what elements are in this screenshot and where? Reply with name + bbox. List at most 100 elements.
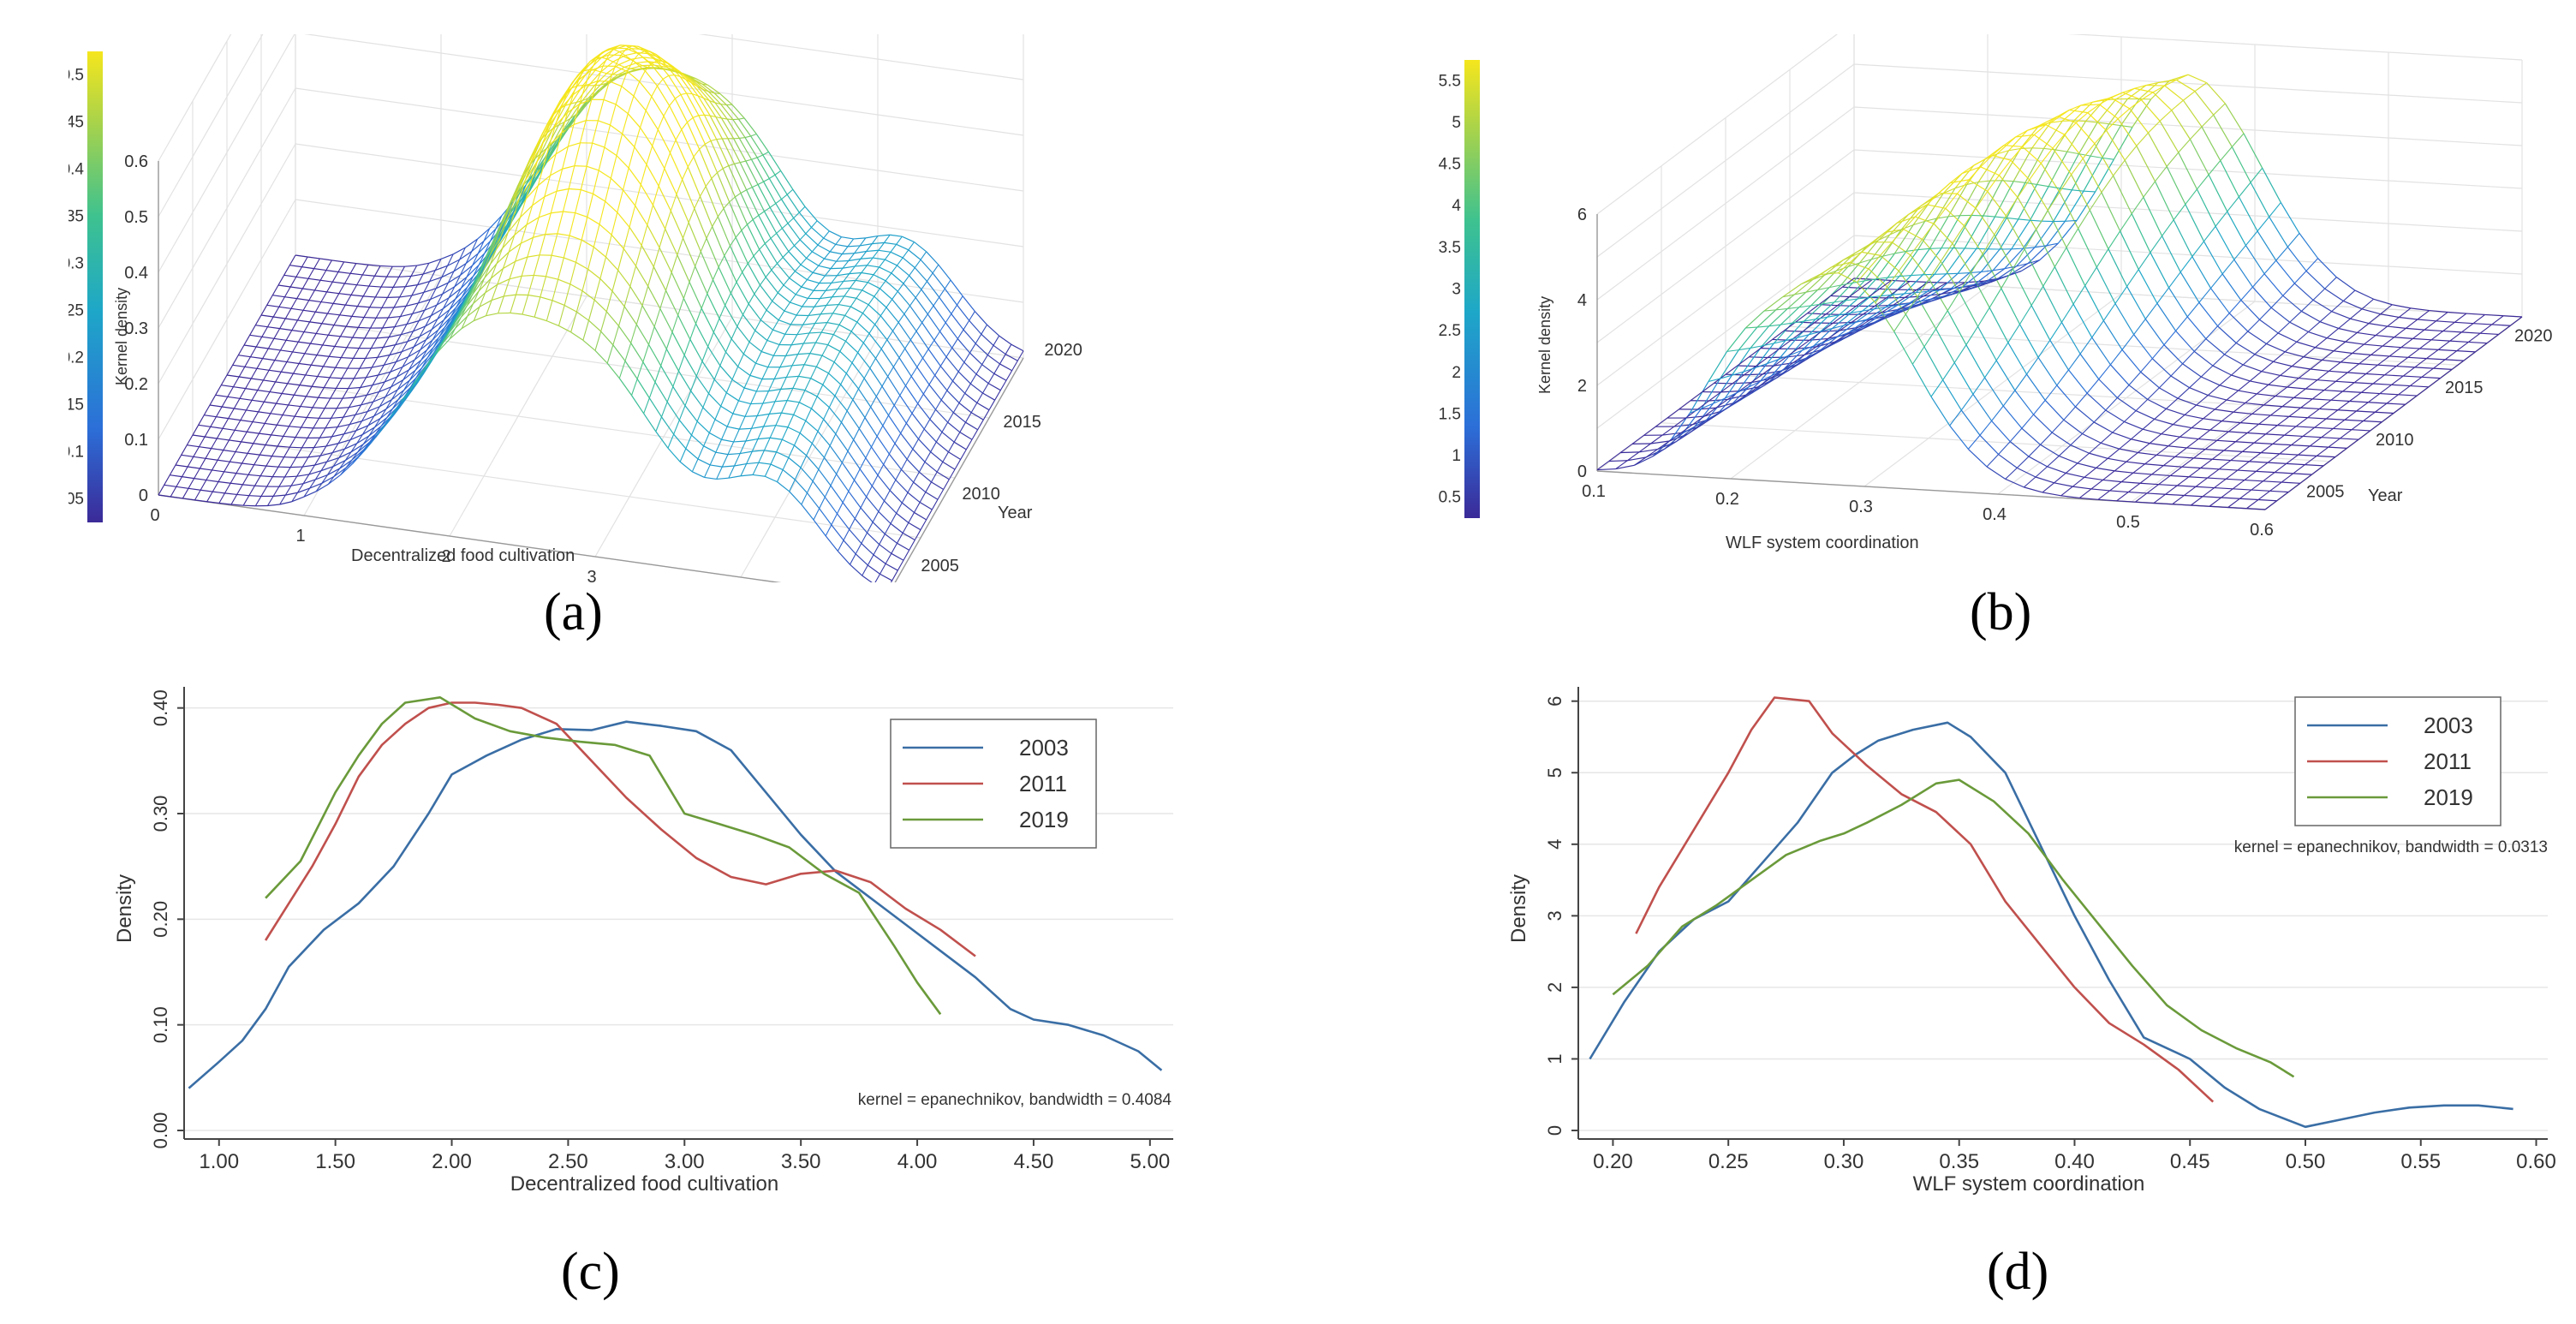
mesh-segment (862, 333, 870, 343)
mesh-segment (1824, 259, 1844, 276)
mesh-segment (1951, 286, 1963, 289)
mesh-segment (313, 418, 319, 429)
mesh-segment (2036, 149, 2056, 185)
mesh-segment (342, 388, 349, 399)
mesh-segment (164, 484, 176, 487)
mesh-segment (807, 290, 814, 299)
mesh-segment (379, 409, 387, 419)
mesh-segment (890, 251, 903, 259)
mesh-segment (2357, 323, 2370, 333)
mesh-segment (740, 450, 753, 455)
mesh-segment (605, 64, 619, 75)
caption-c: (c) (561, 1243, 620, 1301)
mesh-segment (677, 314, 691, 340)
mesh-segment (390, 361, 397, 373)
x-tick-label: 3.00 (665, 1150, 705, 1173)
mesh-segment (770, 232, 778, 239)
mesh-segment (314, 461, 327, 466)
mesh-segment (786, 188, 794, 195)
mesh-segment (2449, 331, 2462, 342)
mesh-segment (2170, 363, 2184, 377)
mesh-segment (240, 409, 247, 420)
mesh-segment (2350, 308, 2363, 319)
mesh-segment (253, 454, 260, 465)
mesh-segment (1836, 321, 1857, 338)
mesh-segment (2050, 120, 2063, 123)
mesh-segment (2047, 210, 2067, 248)
mesh-segment (569, 235, 582, 241)
mesh-segment (657, 129, 671, 153)
mesh-segment (1886, 289, 1899, 299)
mesh-segment (2358, 363, 2378, 366)
colorbar-tick: 0.15 (69, 397, 84, 414)
mesh-segment (2191, 504, 2210, 507)
mesh-segment (733, 440, 746, 443)
mesh-segment (854, 258, 862, 267)
mesh-segment (708, 393, 722, 407)
mesh-segment (438, 317, 451, 331)
mesh-segment (877, 234, 891, 237)
mesh-segment (312, 397, 319, 409)
mesh-segment (636, 379, 650, 399)
mesh-segment (449, 296, 462, 310)
mesh-segment (579, 85, 586, 104)
mesh-segment (2259, 307, 2272, 320)
mesh-segment (874, 315, 881, 325)
mesh-segment (2262, 167, 2281, 203)
mesh-segment (860, 243, 873, 247)
mesh-segment (695, 361, 703, 377)
mesh-segment (2112, 432, 2132, 440)
mesh-segment (908, 242, 915, 251)
mesh-segment (790, 294, 796, 303)
mesh-segment (669, 98, 676, 106)
mesh-segment (2196, 188, 2216, 227)
mesh-segment (714, 102, 728, 120)
mesh-segment (1774, 340, 1786, 344)
mesh-segment (2202, 487, 2215, 498)
mesh-segment (2393, 403, 2406, 414)
mesh-segment (642, 361, 656, 383)
mesh-segment (569, 188, 581, 191)
mesh-segment (2144, 463, 2164, 467)
mesh-segment (794, 479, 808, 493)
mesh-segment (2245, 393, 2257, 403)
mesh-segment (277, 445, 290, 448)
mesh-segment (344, 295, 352, 306)
mesh-segment (1896, 213, 1909, 224)
mesh-segment (1894, 250, 1907, 254)
mesh-segment (598, 146, 605, 171)
mesh-segment (903, 305, 910, 314)
mesh-segment (307, 427, 314, 438)
mesh-segment (2008, 147, 2021, 152)
mesh-segment (673, 420, 680, 435)
mesh-segment (737, 366, 751, 376)
mesh-segment (700, 238, 707, 253)
mesh-segment (503, 224, 510, 236)
mesh-segment (720, 405, 734, 414)
mesh-segment (314, 301, 322, 313)
mesh-segment (2028, 456, 2048, 468)
mesh-segment (349, 263, 357, 274)
mesh-segment (2114, 470, 2133, 474)
mesh-segment (895, 468, 902, 480)
mesh-segment (805, 408, 812, 421)
mesh-segment (290, 307, 304, 311)
mesh-segment (2212, 365, 2232, 376)
mesh-segment (2157, 80, 2170, 84)
mesh-segment (783, 284, 796, 295)
mesh-segment (1984, 360, 1997, 379)
mesh-segment (450, 307, 456, 319)
mesh-segment (298, 353, 306, 364)
mesh-segment (217, 438, 230, 441)
mesh-segment (1868, 254, 1881, 270)
mesh-segment (2128, 372, 2142, 386)
mesh-segment (677, 298, 684, 316)
mesh-segment (417, 373, 424, 384)
colorbar-tick: 5.5 (1439, 72, 1461, 90)
mesh-segment (1975, 207, 1995, 236)
mesh-segment (2045, 116, 2058, 126)
mesh-segment (199, 436, 206, 447)
mesh-segment (760, 319, 773, 331)
mesh-segment (809, 353, 823, 356)
mesh-segment (1720, 383, 1733, 393)
